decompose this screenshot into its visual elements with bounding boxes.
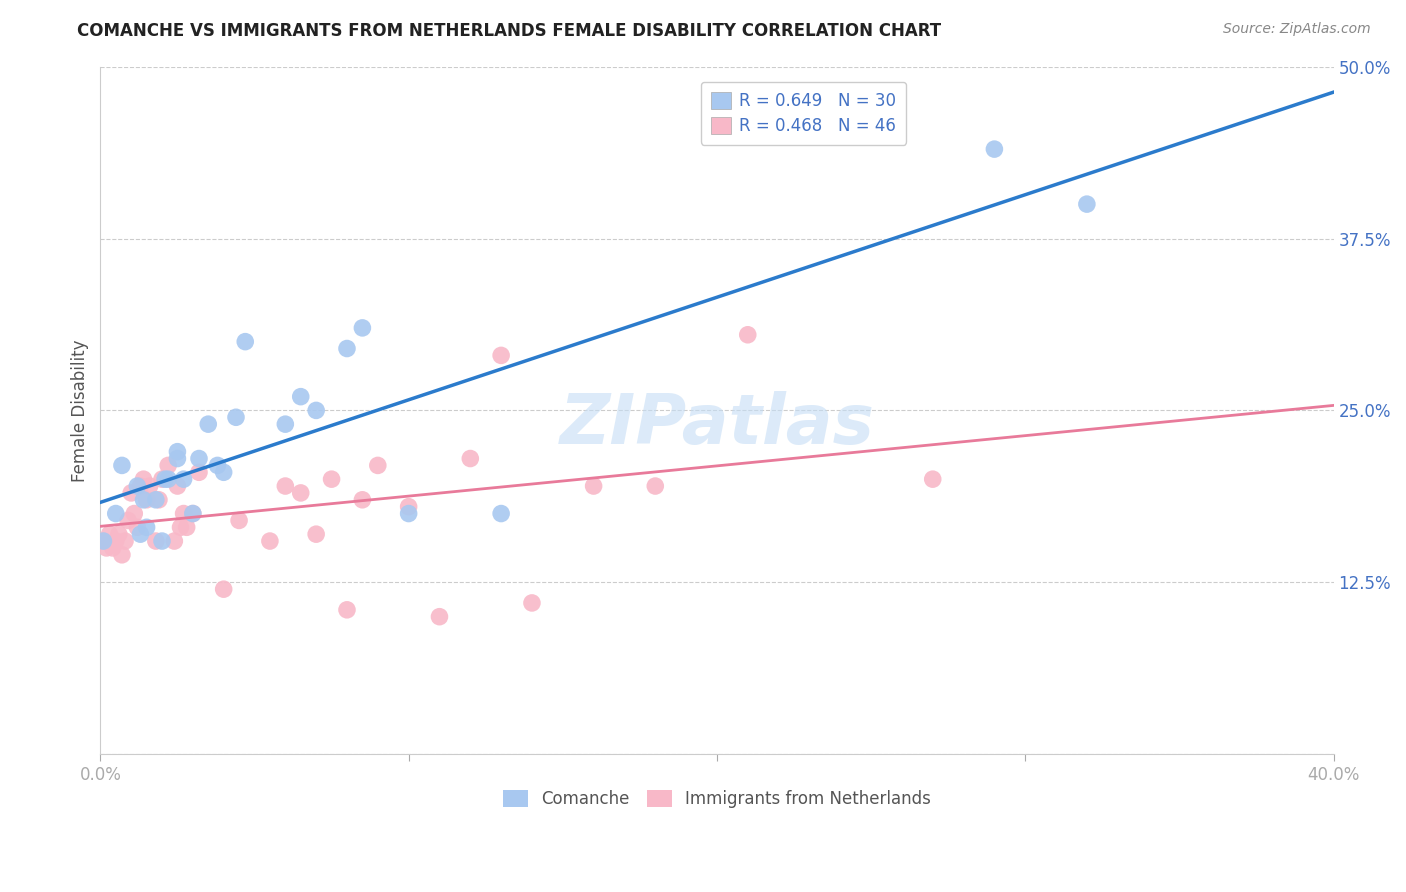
Point: [305, 527, 328, 541]
Point: [489, 507, 512, 521]
Point: [98, 527, 121, 541]
Point: [489, 348, 512, 362]
Point: [737, 327, 759, 342]
Point: [336, 603, 359, 617]
Point: [212, 465, 235, 479]
Point: [104, 534, 127, 549]
Point: [367, 458, 389, 473]
Point: [148, 492, 170, 507]
Point: [225, 410, 247, 425]
Point: [1076, 197, 1098, 211]
Point: [101, 541, 124, 555]
Point: [127, 520, 149, 534]
Point: [114, 534, 136, 549]
Point: [157, 472, 180, 486]
Point: [145, 534, 167, 549]
Point: [166, 451, 188, 466]
Point: [173, 472, 195, 486]
Point: [188, 451, 211, 466]
Point: [321, 472, 343, 486]
Point: [398, 500, 420, 514]
Legend: Comanche, Immigrants from Netherlands: Comanche, Immigrants from Netherlands: [496, 783, 938, 814]
Point: [120, 486, 142, 500]
Point: [132, 492, 155, 507]
Point: [398, 507, 420, 521]
Text: ZIPatlas: ZIPatlas: [560, 391, 875, 458]
Point: [582, 479, 605, 493]
Point: [429, 609, 451, 624]
Point: [458, 451, 481, 466]
Point: [111, 458, 134, 473]
Text: COMANCHE VS IMMIGRANTS FROM NETHERLANDS FEMALE DISABILITY CORRELATION CHART: COMANCHE VS IMMIGRANTS FROM NETHERLANDS …: [77, 22, 942, 40]
Point: [197, 417, 219, 432]
Point: [173, 507, 195, 521]
Point: [127, 479, 149, 493]
Point: [233, 334, 256, 349]
Point: [169, 520, 191, 534]
Point: [336, 342, 359, 356]
Point: [644, 479, 666, 493]
Point: [157, 458, 180, 473]
Point: [129, 527, 152, 541]
Point: [274, 479, 297, 493]
Point: [150, 534, 173, 549]
Point: [921, 472, 943, 486]
Point: [207, 458, 229, 473]
Point: [352, 492, 374, 507]
Point: [305, 403, 328, 417]
Point: [150, 472, 173, 486]
Point: [96, 541, 118, 555]
Point: [983, 142, 1005, 156]
Point: [181, 507, 204, 521]
Point: [290, 390, 312, 404]
Point: [108, 527, 131, 541]
Point: [93, 534, 115, 549]
Point: [166, 479, 188, 493]
Point: [129, 479, 152, 493]
Point: [176, 520, 198, 534]
Point: [104, 507, 127, 521]
Point: [188, 465, 211, 479]
Point: [352, 321, 374, 335]
Point: [163, 534, 186, 549]
Point: [111, 548, 134, 562]
Point: [181, 507, 204, 521]
Point: [212, 582, 235, 597]
Point: [166, 444, 188, 458]
Point: [138, 479, 160, 493]
Point: [93, 534, 115, 549]
Point: [228, 513, 250, 527]
Point: [122, 507, 145, 521]
Point: [153, 472, 176, 486]
Point: [274, 417, 297, 432]
Point: [259, 534, 281, 549]
Text: Source: ZipAtlas.com: Source: ZipAtlas.com: [1223, 22, 1371, 37]
Point: [290, 486, 312, 500]
Point: [520, 596, 543, 610]
Point: [132, 472, 155, 486]
Point: [135, 492, 157, 507]
Point: [145, 492, 167, 507]
Point: [135, 520, 157, 534]
Point: [117, 513, 139, 527]
Y-axis label: Female Disability: Female Disability: [72, 339, 89, 482]
